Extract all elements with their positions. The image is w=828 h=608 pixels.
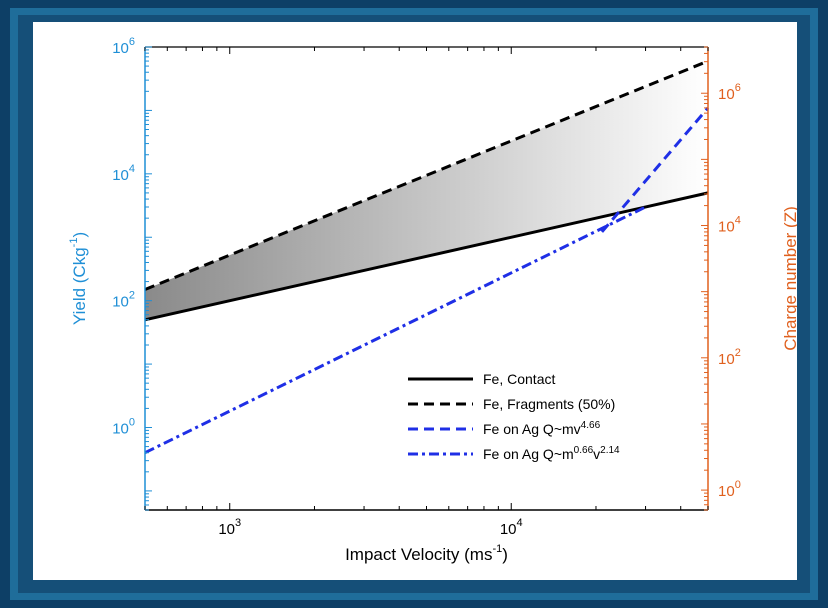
right-y-tick-label: 106 <box>718 82 741 103</box>
series-line-1 <box>144 191 709 322</box>
x-tick-label: 104 <box>500 517 523 538</box>
x-axis-label-text: Impact Velocity (ms <box>345 545 492 564</box>
series-line-4 <box>144 205 647 455</box>
x-tick-label: 103 <box>218 517 241 538</box>
legend-label-1: Fe, Contact <box>483 371 555 387</box>
series-line-3 <box>600 106 710 233</box>
right-y-axis-label: Charge number (Z) <box>781 206 797 351</box>
legend-label-2: Fe, Fragments (50%) <box>483 396 615 412</box>
left-y-tick-label: 106 <box>112 36 135 57</box>
left-y-axis-label-sup: -1 <box>68 238 80 248</box>
right-y-tick-label: 100 <box>718 479 741 500</box>
left-y-axis-label-text: Yield (Ckg <box>70 247 89 325</box>
shaded-region <box>145 61 708 320</box>
left-y-tick-label: 100 <box>112 416 135 437</box>
x-axis-label-sup: -1 <box>492 543 502 555</box>
legend-label-4: Fe on Ag Q~m0.66v2.14 <box>483 445 620 462</box>
series-line-2 <box>144 59 709 291</box>
left-y-axis-label-tail: ) <box>70 232 89 238</box>
x-axis-label: Impact Velocity (ms-1) <box>345 543 508 564</box>
left-y-tick-label: 104 <box>112 163 135 184</box>
left-y-axis-label: Yield (Ckg-1) <box>68 232 89 325</box>
chart-panel: 103 104 100 102 104 106 100 102 104 106 Impact Ve… <box>33 22 797 580</box>
right-y-tick-label: 102 <box>718 347 741 368</box>
left-y-tick-label: 102 <box>112 290 135 311</box>
chart: 103 104 100 102 104 106 100 102 104 106 Impact Ve… <box>68 36 797 564</box>
right-y-tick-label: 104 <box>718 215 741 236</box>
legend-label-3: Fe on Ag Q~mv4.66 <box>483 420 601 437</box>
x-axis-label-tail: ) <box>502 545 508 564</box>
